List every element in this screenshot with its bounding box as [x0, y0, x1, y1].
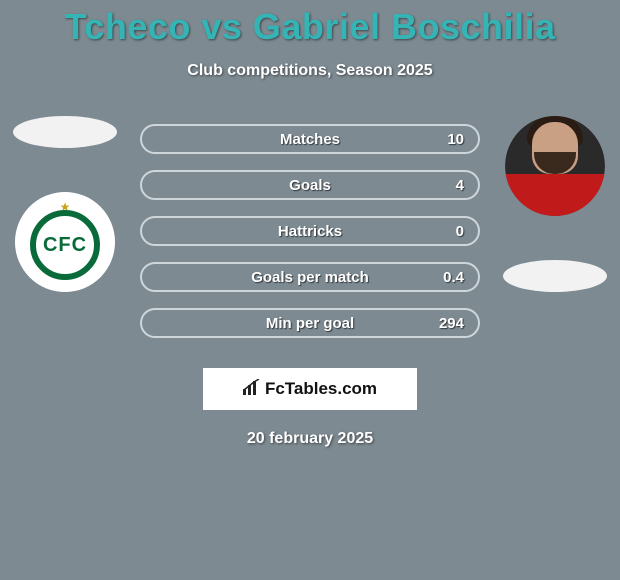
left-player-photo-placeholder: [13, 116, 117, 148]
watermark: FcTables.com: [203, 368, 417, 410]
page-title: Tcheco vs Gabriel Boschilia: [0, 0, 620, 48]
bars-icon: [243, 379, 261, 400]
right-player-photo: [505, 116, 605, 216]
stat-right-value: 4: [456, 177, 464, 194]
stat-row-goals-per-match: Goals per match 0.4: [140, 262, 480, 292]
stat-right-value: 0.4: [443, 269, 464, 286]
stat-row-goals: Goals 4: [140, 170, 480, 200]
watermark-text: FcTables.com: [265, 379, 377, 399]
compare-date: 20 february 2025: [0, 430, 620, 448]
stat-label: Hattricks: [278, 223, 342, 240]
stat-right-value: 294: [439, 315, 464, 332]
stats-list: Matches 10 Goals 4 Hattricks 0 Goals per…: [140, 124, 480, 338]
stat-row-min-per-goal: Min per goal 294: [140, 308, 480, 338]
stat-row-matches: Matches 10: [140, 124, 480, 154]
right-player-column: [500, 116, 610, 292]
stat-label: Goals: [289, 177, 331, 194]
right-player-club-crest-placeholder: [503, 260, 607, 292]
stat-label: Goals per match: [251, 269, 369, 286]
left-player-club-crest: ★ CFC: [15, 192, 115, 292]
crest-label: CFC: [43, 234, 87, 257]
competition-subtitle: Club competitions, Season 2025: [0, 62, 620, 80]
stat-right-value: 0: [456, 223, 464, 240]
stat-label: Matches: [280, 131, 340, 148]
stat-right-value: 10: [447, 131, 464, 148]
left-player-column: ★ CFC: [10, 116, 120, 292]
stat-label: Min per goal: [266, 315, 354, 332]
stat-row-hattricks: Hattricks 0: [140, 216, 480, 246]
